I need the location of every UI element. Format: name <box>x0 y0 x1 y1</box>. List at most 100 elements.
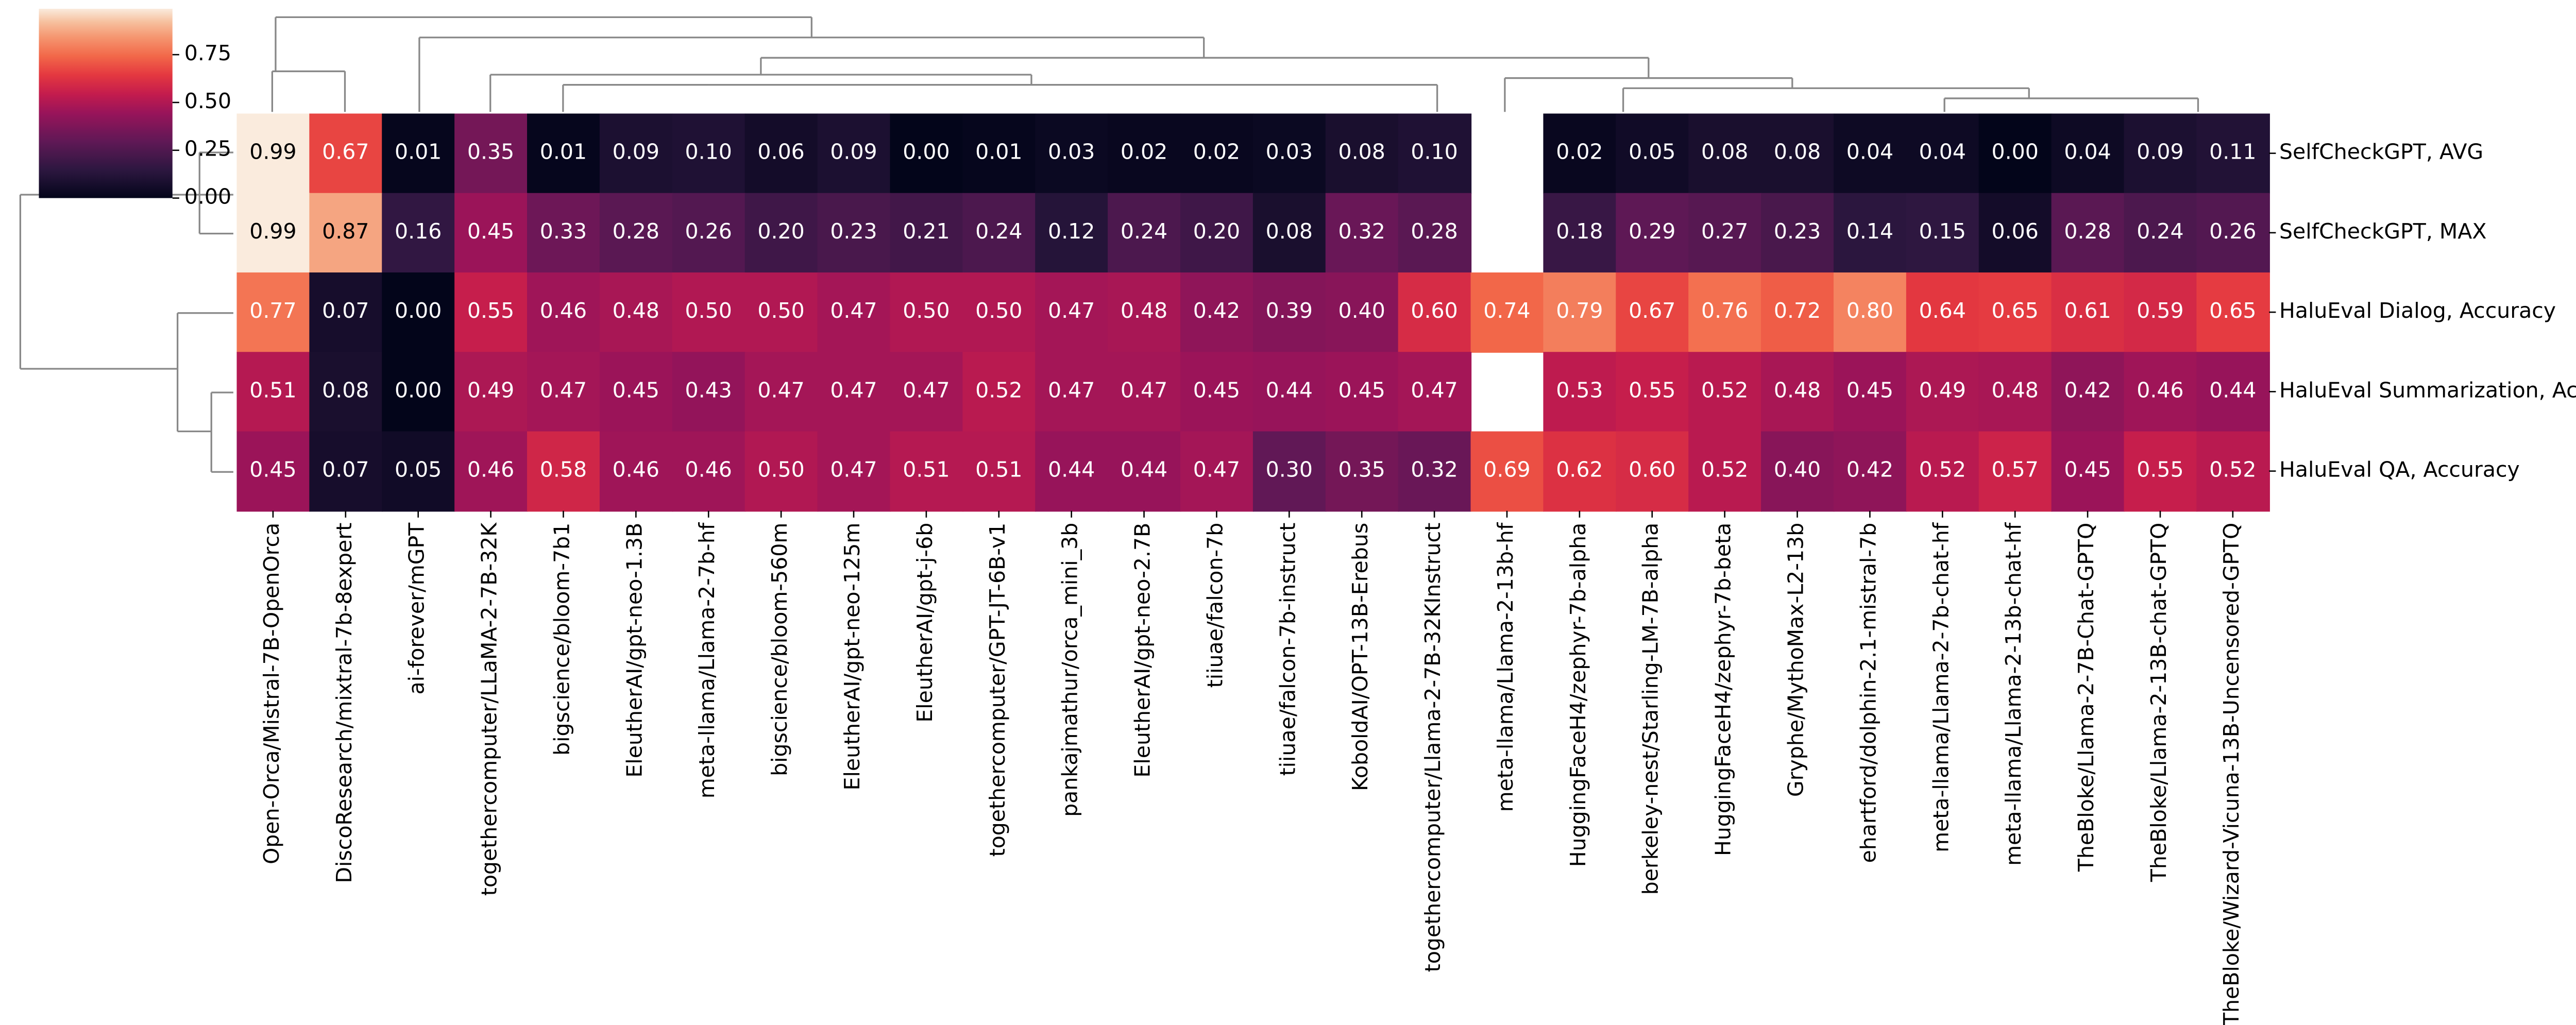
heatmap-cell <box>2124 272 2198 353</box>
heatmap-cell <box>382 193 455 274</box>
cell-label: 0.47 <box>540 378 587 402</box>
cell-label: 0.44 <box>2209 378 2256 402</box>
cell-label: 0.23 <box>1774 219 1821 244</box>
cell-label: 0.48 <box>1121 298 1167 323</box>
heatmap-cell <box>527 113 601 194</box>
cell-label: 0.67 <box>322 140 369 164</box>
cell-label: 0.76 <box>1701 298 1748 323</box>
heatmap-cell <box>309 193 383 274</box>
cell-label: 0.08 <box>1701 140 1748 164</box>
cell-label: 0.27 <box>1701 219 1748 244</box>
heatmap-cell <box>382 431 455 512</box>
cell-label: 0.51 <box>903 457 950 482</box>
heatmap-cell <box>962 352 1036 433</box>
cell-label: 0.49 <box>467 378 514 402</box>
colorbar-tick-label: 0.50 <box>184 89 231 113</box>
cell-label: 0.50 <box>903 298 950 323</box>
heatmap-cell <box>599 193 673 274</box>
cell-label: 0.01 <box>975 140 1022 164</box>
cell-label: 0.45 <box>613 378 659 402</box>
heatmap-cell <box>744 431 819 512</box>
cell-label: 0.35 <box>1338 457 1385 482</box>
cell-label: 0.40 <box>1338 298 1385 323</box>
heatmap-cell <box>817 113 891 194</box>
cell-label: 0.51 <box>975 457 1022 482</box>
heatmap-cell <box>236 113 310 194</box>
heatmap-cell <box>1616 272 1689 353</box>
heatmap-cell <box>2051 272 2125 353</box>
cell-label: 0.47 <box>830 378 877 402</box>
cell-label: 0.50 <box>685 298 732 323</box>
cell-label: 0.09 <box>613 140 659 164</box>
cell-label: 0.26 <box>2209 219 2256 244</box>
cell-label: 0.99 <box>249 219 296 244</box>
heatmap-cell <box>1761 113 1835 194</box>
cell-label: 0.52 <box>1701 378 1748 402</box>
heatmap-cell <box>1035 272 1109 353</box>
cell-label: 0.51 <box>249 378 296 402</box>
x-tick-label: EleutherAI/gpt-neo-125m <box>840 523 865 791</box>
heatmap-cell <box>1761 193 1835 274</box>
heatmap-cell <box>599 431 673 512</box>
heatmap-cell <box>1833 352 1907 433</box>
cell-label: 0.07 <box>322 457 369 482</box>
cell-label: 0.42 <box>1846 457 1893 482</box>
heatmap-cell <box>1761 272 1835 353</box>
cell-label: 0.00 <box>395 378 442 402</box>
heatmap-cell <box>1833 272 1907 353</box>
heatmap-cell <box>890 352 963 433</box>
heatmap-cell <box>2051 193 2125 274</box>
cell-label: 0.44 <box>1048 457 1095 482</box>
heatmap-cell <box>817 431 891 512</box>
heatmap-cell <box>1906 431 1980 512</box>
cell-label: 0.15 <box>1919 219 1966 244</box>
cell-label: 0.02 <box>1193 140 1240 164</box>
heatmap-cell <box>1035 193 1109 274</box>
cell-label: 0.60 <box>1629 457 1675 482</box>
cell-label: 0.52 <box>975 378 1022 402</box>
cell-label: 0.64 <box>1919 298 1966 323</box>
heatmap-cell <box>1108 193 1181 274</box>
cell-label: 0.30 <box>1266 457 1313 482</box>
heatmap-cell <box>2196 113 2270 194</box>
cell-label: 0.00 <box>1992 140 2039 164</box>
x-tick-label: EleutherAI/gpt-neo-1.3B <box>622 523 647 778</box>
heatmap-cell <box>454 193 528 274</box>
heatmap-cell <box>817 272 891 353</box>
cell-label: 0.99 <box>249 140 296 164</box>
x-tick-label: ehartford/dolphin-2.1-mistral-7b <box>1856 523 1880 863</box>
cell-label: 0.39 <box>1266 298 1313 323</box>
heatmap-cell <box>1978 272 2053 353</box>
x-tick-label: HuggingFaceH4/zephyr-7b-beta <box>1711 523 1736 856</box>
heatmap-cell <box>1616 431 1689 512</box>
cell-label: 0.65 <box>2209 298 2256 323</box>
heatmap-cell <box>2124 352 2198 433</box>
heatmap-cell <box>1978 431 2053 512</box>
cell-label: 0.00 <box>395 298 442 323</box>
heatmap-cell <box>962 272 1036 353</box>
heatmap-cell <box>1688 431 1762 512</box>
cell-label: 0.49 <box>1919 378 1966 402</box>
heatmap-cell <box>890 193 963 274</box>
x-tick-label: Gryphe/MythoMax-L2-13b <box>1784 523 1808 797</box>
cell-label: 0.44 <box>1266 378 1313 402</box>
heatmap-cell <box>454 431 528 512</box>
heatmap-cell <box>1616 352 1689 433</box>
heatmap-cell <box>309 431 383 512</box>
heatmap-cell <box>1543 431 1617 512</box>
heatmap-cell <box>1470 431 1545 512</box>
cell-label: 0.11 <box>2209 140 2256 164</box>
heatmap-cell <box>1470 272 1545 353</box>
heatmap-cell <box>2051 113 2125 194</box>
cell-label: 0.72 <box>1774 298 1821 323</box>
heatmap-cell <box>527 193 601 274</box>
heatmap-cell <box>1325 113 1399 194</box>
cell-label: 0.46 <box>685 457 732 482</box>
heatmap-cell <box>1180 431 1254 512</box>
heatmap-cell <box>1252 113 1327 194</box>
cell-label: 0.06 <box>757 140 804 164</box>
cell-label: 0.46 <box>613 457 659 482</box>
cell-label: 0.47 <box>1411 378 1458 402</box>
cell-label: 0.07 <box>322 298 369 323</box>
